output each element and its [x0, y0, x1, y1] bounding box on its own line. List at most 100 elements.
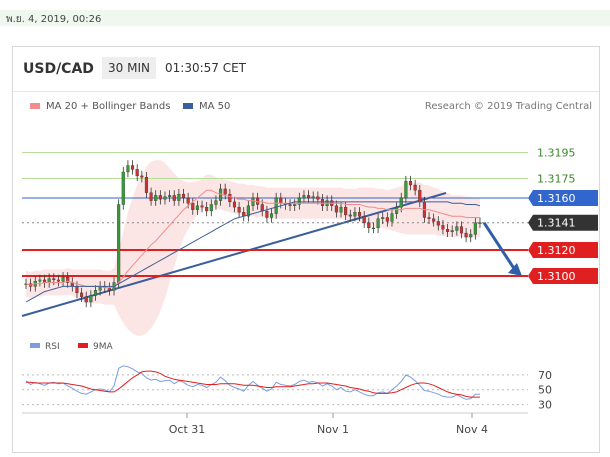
header-time: 01:30:57 CET	[165, 61, 246, 75]
rsi-ma-legend-swatch	[78, 343, 88, 348]
x-tick-label: Oct 31	[169, 423, 206, 436]
candle-body	[302, 195, 306, 199]
candle-body	[376, 218, 380, 229]
candle-body	[473, 222, 477, 235]
candle-body	[404, 180, 408, 199]
level-label-1.3141: 1.3141	[537, 217, 576, 230]
forecast-shaft	[482, 221, 517, 271]
chart-header: USD/CAD 30 MIN 01:30:57 CET	[13, 47, 599, 92]
rsi-ma-line	[26, 370, 480, 398]
candles	[24, 160, 482, 308]
candle-body	[446, 229, 450, 232]
candle-body	[334, 205, 338, 213]
candle-body	[172, 195, 176, 201]
candle-body	[38, 279, 42, 282]
candle-body	[228, 193, 232, 203]
ma20-legend-swatch	[30, 103, 40, 109]
candle-body	[191, 203, 195, 210]
level-label-1.3175: 1.3175	[537, 173, 576, 186]
rsi-legend-label: RSI	[45, 342, 60, 352]
level-tag-1.3141	[528, 214, 598, 231]
candle-body	[260, 204, 264, 212]
candle-body	[358, 212, 362, 217]
candle-body	[436, 221, 440, 226]
candle-body	[177, 193, 181, 201]
candle-body	[274, 197, 278, 214]
candle-body	[144, 177, 148, 193]
candle-body	[455, 226, 459, 231]
candle-body	[362, 216, 366, 223]
candle-body	[195, 205, 199, 210]
level-label-1.3120: 1.3120	[537, 244, 576, 257]
candle-body	[408, 180, 413, 186]
rsi-legend-swatch	[30, 343, 40, 348]
candle-body	[232, 201, 237, 208]
candle-body	[75, 286, 79, 294]
level-tag-1.3120	[528, 242, 598, 258]
candle-body	[61, 277, 65, 282]
candle-body	[344, 206, 348, 216]
candle-body	[56, 279, 60, 282]
candle-body	[427, 217, 431, 219]
candle-body	[269, 213, 274, 218]
candle-body	[251, 197, 255, 206]
rsi-line	[25, 365, 480, 400]
candle-body	[371, 227, 375, 230]
rsi-tick-50: 50	[538, 384, 552, 397]
rsi-tick-70: 70	[538, 369, 552, 382]
candle-body	[47, 278, 51, 283]
ma50-legend-swatch	[183, 103, 193, 109]
candle-body	[432, 218, 436, 222]
candle-body	[385, 217, 389, 222]
x-tick-label: Nov 1	[317, 423, 349, 436]
candle-body	[80, 292, 84, 297]
candle-body	[52, 278, 56, 281]
candle-body	[316, 196, 320, 200]
rsi-tick-30: 30	[538, 399, 552, 412]
candle-body	[149, 192, 153, 201]
key-levels: 1.3195 1.3175 1.3160 1.3141 1.3120 1.3100	[22, 147, 598, 284]
x-axis-ticks: Oct 31 Nov 1 Nov 4	[169, 413, 488, 436]
candle-body	[154, 195, 158, 201]
candle-body	[126, 165, 130, 173]
level-label-1.3160: 1.3160	[537, 192, 576, 205]
candle-body	[117, 204, 121, 283]
candle-body	[478, 222, 482, 224]
candle-body	[93, 290, 98, 296]
candle-body	[279, 197, 283, 204]
ma50-legend-label: MA 50	[199, 101, 230, 112]
candle-body	[469, 234, 473, 238]
candle-body	[140, 175, 144, 178]
candle-body	[168, 195, 172, 197]
bollinger-band-area	[26, 160, 480, 336]
candle-body	[297, 197, 301, 205]
candle-body	[158, 195, 162, 200]
candle-body	[339, 206, 343, 213]
candle-body	[135, 169, 139, 177]
candle-body	[200, 205, 204, 208]
candle-body	[223, 188, 227, 195]
level-tag-1.3100	[528, 268, 598, 284]
level-label-1.3195: 1.3195	[537, 147, 576, 160]
candle-body	[348, 214, 352, 217]
rising-trendline	[21, 192, 447, 317]
candle-body	[418, 190, 422, 203]
ma20-legend-label: MA 20 + Bollinger Bands	[46, 101, 170, 112]
candle-body	[395, 206, 399, 214]
candle-body	[307, 195, 311, 199]
candle-body	[311, 196, 315, 199]
ma50-line	[25, 201, 481, 303]
x-tick-label: Nov 4	[456, 423, 488, 436]
candle-body	[89, 295, 93, 303]
candle-body	[121, 171, 125, 205]
trendlines	[21, 192, 447, 317]
rsi-panel: 70 50 30	[22, 365, 552, 412]
candle-body	[441, 225, 445, 230]
candle-body	[399, 197, 403, 208]
research-credit: Research © 2019 Trading Central	[425, 101, 592, 112]
forecast-arrow	[482, 221, 522, 276]
bollinger-band	[26, 160, 480, 336]
date-bar: พ.ย. 4, 2019, 00:26	[0, 10, 610, 26]
forecast-head	[508, 263, 522, 276]
